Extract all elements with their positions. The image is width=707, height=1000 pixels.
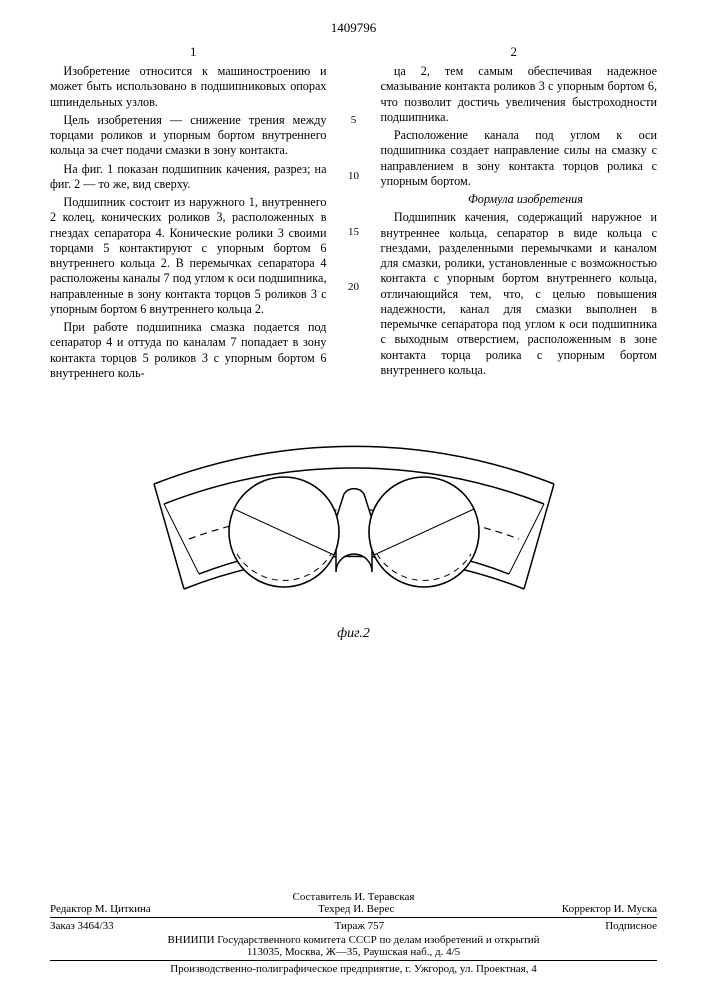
bearing-top-view-svg bbox=[144, 424, 564, 624]
formula-title: Формула изобретения bbox=[381, 192, 658, 207]
column-left: Изобретение относится к машиностроению и… bbox=[50, 64, 327, 384]
para: При работе подшипника смазка подается по… bbox=[50, 320, 327, 381]
order-number: Заказ 3464/33 bbox=[50, 920, 114, 932]
editor: Редактор М. Циткина bbox=[50, 903, 151, 915]
compiler: Составитель И. Теравская bbox=[50, 891, 657, 903]
line-number-gutter: 5 10 15 20 bbox=[345, 64, 363, 384]
address: 113035, Москва, Ж—35, Раушская наб., д. … bbox=[50, 946, 657, 958]
line-num: 15 bbox=[348, 226, 359, 240]
divider bbox=[50, 917, 657, 918]
para: На фиг. 1 показан подшипник качения, раз… bbox=[50, 162, 327, 193]
line-num: 10 bbox=[348, 170, 359, 184]
para: Расположение канала под углом к оси подш… bbox=[381, 128, 658, 189]
corrector: Корректор И. Муска bbox=[562, 903, 657, 915]
para: Подшипник состоит из наружного 1, внутре… bbox=[50, 195, 327, 317]
figure-2 bbox=[50, 424, 657, 624]
para: ца 2, тем самым обеспечивая надежное сма… bbox=[381, 64, 658, 125]
subscribed: Подписное bbox=[605, 920, 657, 932]
tech-editor: Техред И. Верес bbox=[318, 903, 394, 915]
col-num-left: 1 bbox=[190, 44, 197, 60]
para: Изобретение относится к машиностроению и… bbox=[50, 64, 327, 110]
figure-caption: фиг.2 bbox=[50, 626, 657, 642]
para: Цель изобретения — снижение трения между… bbox=[50, 113, 327, 159]
text-columns: Изобретение относится к машиностроению и… bbox=[50, 64, 657, 384]
para: Подшипник качения, содержащий наружное и… bbox=[381, 210, 658, 378]
printer: Производственно-полиграфическое предприя… bbox=[50, 963, 657, 975]
tirage: Тираж 757 bbox=[335, 920, 385, 932]
line-num: 20 bbox=[348, 281, 359, 295]
line-num: 5 bbox=[351, 114, 357, 128]
organization: ВНИИПИ Государственного комитета СССР по… bbox=[50, 934, 657, 946]
divider bbox=[50, 960, 657, 961]
col-num-right: 2 bbox=[511, 44, 518, 60]
column-numbers: 1 2 bbox=[50, 44, 657, 60]
column-right: ца 2, тем самым обеспечивая надежное сма… bbox=[381, 64, 658, 384]
imprint-footer: Составитель И. Теравская Редактор М. Цит… bbox=[50, 891, 657, 975]
patent-number: 1409796 bbox=[50, 20, 657, 36]
